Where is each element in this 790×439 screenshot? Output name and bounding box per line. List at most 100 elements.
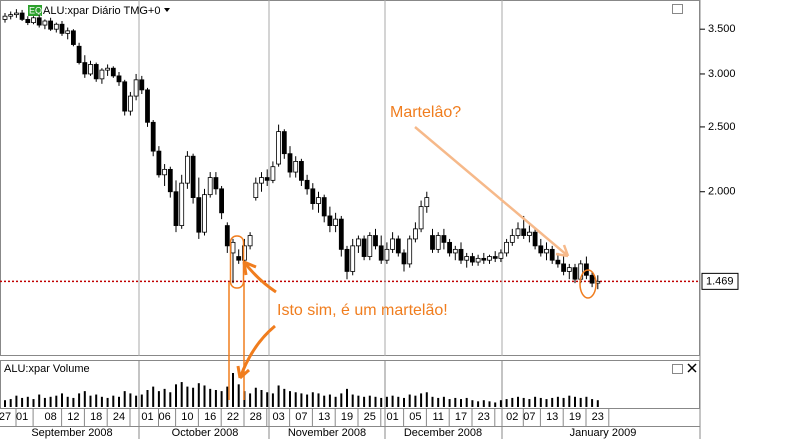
volume-bar — [146, 390, 149, 407]
candle-body — [316, 197, 321, 204]
x-tick-label: 01 — [141, 411, 153, 423]
candle-body — [481, 257, 487, 261]
candle-body — [207, 177, 213, 196]
x-tick-label: 28 — [250, 411, 262, 423]
volume-bar — [534, 396, 537, 407]
last-price-tag — [701, 272, 739, 290]
volume-bar — [403, 397, 405, 407]
volume-bar — [414, 395, 417, 407]
x-tick-label: 23 — [478, 411, 490, 423]
candle-body — [281, 131, 287, 155]
candle-body — [276, 131, 282, 165]
candle-body — [447, 241, 453, 254]
volume-bar — [556, 396, 559, 407]
candle-body — [509, 235, 515, 243]
candle-body — [219, 188, 225, 214]
volume-bar — [380, 397, 383, 407]
candle-body — [25, 18, 31, 24]
candle-body — [19, 12, 25, 20]
candle-body — [321, 197, 327, 217]
month-label: September 2008 — [31, 427, 112, 439]
candle-body — [31, 17, 36, 24]
volume-bar — [192, 387, 195, 407]
candle-body — [88, 64, 93, 75]
candle-body — [527, 231, 532, 236]
candle-body — [350, 245, 356, 272]
candle-body — [572, 267, 578, 280]
volume-bar — [368, 395, 371, 407]
volume-bar — [203, 385, 206, 407]
volume-bar — [72, 397, 75, 407]
volume-bar — [385, 396, 388, 407]
volume-bar — [214, 390, 217, 407]
volume-bar — [522, 397, 525, 407]
x-tick-label: 16 — [204, 411, 216, 423]
x-tick-label: 02 — [506, 411, 518, 423]
candle-body — [179, 182, 185, 226]
candle-body — [532, 231, 538, 247]
candle-body — [259, 177, 264, 184]
x-tick-label: 18 — [90, 411, 102, 423]
x-tick-label: 07 — [523, 411, 535, 423]
arrow-head — [555, 244, 570, 258]
volume-bar — [266, 392, 269, 407]
x-tick-label: 01 — [386, 411, 398, 423]
candle-body — [270, 166, 276, 181]
maximize-button[interactable] — [672, 4, 683, 14]
arrow-head — [236, 365, 250, 380]
candle-body — [498, 252, 504, 259]
y-tick-label: 3.500 — [708, 23, 736, 35]
volume-bar — [237, 384, 240, 407]
x-tick-label: 13 — [318, 411, 330, 423]
candle-body — [344, 248, 350, 272]
candle-body — [184, 155, 190, 184]
volume-bar — [232, 373, 234, 407]
candle-body — [298, 161, 304, 181]
candle-body — [122, 81, 128, 112]
candle-body — [36, 17, 42, 26]
volume-bar — [505, 399, 508, 407]
candle-body — [430, 235, 435, 250]
volume-bar — [568, 395, 571, 407]
volume-bar — [89, 395, 92, 407]
volume-bar — [585, 396, 588, 407]
candle-body — [338, 218, 344, 250]
chart-title: ALU:xpar Diário TMG+0 — [43, 5, 160, 17]
candle-body — [401, 252, 407, 265]
candle-body — [71, 30, 76, 45]
highlight-hammer — [229, 235, 245, 289]
candle-body — [464, 256, 470, 261]
volume-bar — [306, 394, 309, 407]
volume-bar — [220, 391, 223, 407]
volume-bar — [391, 395, 394, 407]
volume-bar — [226, 386, 229, 407]
candle-body — [304, 179, 310, 190]
candle-body — [190, 155, 196, 198]
x-tick-label: 12 — [67, 411, 79, 423]
candle-body — [327, 215, 333, 226]
volume-bar — [152, 386, 155, 407]
volume-bar — [249, 393, 252, 407]
volume-bar — [551, 397, 554, 407]
volume-bar — [66, 396, 69, 407]
volume-bar — [374, 396, 377, 407]
volume-bar — [186, 386, 189, 407]
candle-body — [133, 79, 139, 97]
dropdown-icon[interactable] — [164, 8, 170, 12]
candle-body — [150, 121, 156, 152]
close-button[interactable] — [687, 363, 697, 373]
marks: 2.000 2.500 3.000 3.500 1.469 27 01 08 12 18 24 01 0… — [0, 0, 739, 439]
maximize-button[interactable] — [672, 364, 683, 374]
candle-body — [412, 228, 418, 240]
candle-body — [53, 23, 59, 30]
candle-body — [538, 245, 544, 254]
candle-body — [247, 235, 253, 247]
volume-bar — [591, 399, 594, 407]
x-tick-label: 17 — [455, 411, 467, 423]
volume-bar — [15, 395, 18, 407]
badge-text: EQ — [29, 5, 42, 15]
month-label: October 2008 — [172, 427, 239, 439]
volume-bar — [346, 388, 348, 407]
